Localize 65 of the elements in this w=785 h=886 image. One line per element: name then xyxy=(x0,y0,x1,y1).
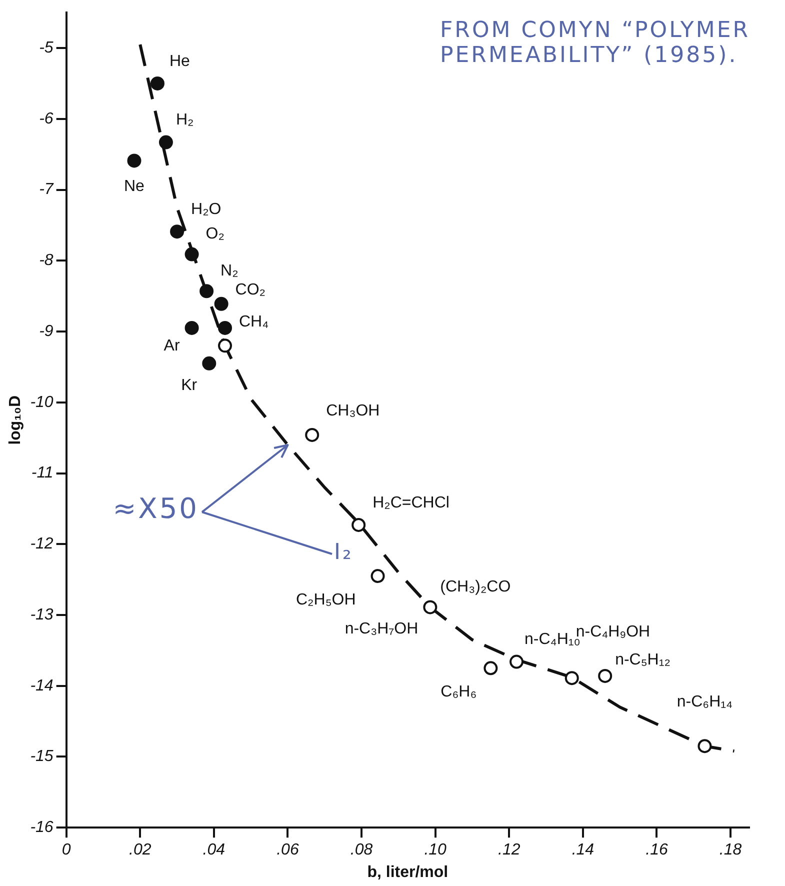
y-tick-label: -9 xyxy=(39,322,54,340)
annotation: (CH₃)₂CO xyxy=(440,578,511,596)
annotation: H₂ xyxy=(176,112,194,129)
annotation: He xyxy=(169,52,190,70)
point xyxy=(484,661,498,676)
point xyxy=(202,356,216,370)
x-tick-label: .14 xyxy=(572,842,594,859)
point xyxy=(214,296,228,311)
annotation: CH₄ xyxy=(239,313,269,330)
annotation: C₆H₆ xyxy=(440,684,477,701)
point xyxy=(218,320,232,335)
y-tick-label: -7 xyxy=(39,181,54,198)
point xyxy=(598,668,612,683)
y-tick-label: -10 xyxy=(30,394,54,411)
x-tick-label: .02 xyxy=(129,842,152,859)
annotation: N₂ xyxy=(220,262,238,280)
point xyxy=(370,569,385,584)
annotation: CO₂ xyxy=(235,281,266,298)
y-tick-label: -12 xyxy=(30,536,54,553)
annotation: H₂O xyxy=(191,200,222,218)
x-tick-label: .10 xyxy=(424,842,447,859)
y-tick-label: -16 xyxy=(30,819,54,836)
annotation: Kr xyxy=(181,376,198,394)
y-tick-label: -6 xyxy=(39,110,54,128)
annotation: ≈X50 xyxy=(112,492,199,525)
point xyxy=(158,135,173,150)
point xyxy=(184,247,199,262)
point xyxy=(423,600,438,614)
y-tick-label: -8 xyxy=(39,252,54,270)
annotation: I₂ xyxy=(334,540,354,565)
annotation: CH₃OH xyxy=(326,402,380,420)
y-axis-title: log₁₀D xyxy=(7,395,24,445)
point xyxy=(170,224,184,239)
annotation: C₂H₅OH xyxy=(296,591,356,608)
x-axis-title: b, liter/mol xyxy=(367,864,448,881)
annotation: Ne xyxy=(124,178,145,196)
point xyxy=(564,671,579,686)
annotation: O₂ xyxy=(206,226,224,243)
x-tick-label: .12 xyxy=(498,842,520,859)
y-tick-label: -14 xyxy=(30,677,54,694)
annotation: n-C₆H₁₄ xyxy=(676,694,733,711)
point xyxy=(510,654,524,669)
point xyxy=(127,154,142,168)
y-tick-label: -11 xyxy=(31,464,54,482)
x-tick-label: .06 xyxy=(276,842,299,859)
x-tick-label: .18 xyxy=(719,842,742,859)
annotation: H₂C=CHCl xyxy=(372,494,450,512)
y-tick-label: -5 xyxy=(39,39,54,56)
point xyxy=(218,338,232,353)
x-tick-label: 0 xyxy=(62,842,71,859)
point xyxy=(200,284,214,298)
point xyxy=(352,518,366,532)
x-tick-label: .04 xyxy=(202,842,226,859)
annotation: n-C₃H₇OH xyxy=(344,620,418,638)
point xyxy=(184,320,199,335)
point xyxy=(698,739,712,754)
annotation: n-C₅H₁₂ xyxy=(615,651,670,668)
annotation: Ar xyxy=(164,337,180,354)
x-tick-label: .16 xyxy=(646,842,668,859)
y-tick-label: -15 xyxy=(30,748,54,766)
annotation: FROM COMYN “POLYMER PERMEABILITY” (1985). xyxy=(440,18,752,68)
x-tick-label: .08 xyxy=(350,842,373,859)
point xyxy=(150,76,164,90)
y-tick-label: -13 xyxy=(30,606,54,624)
point xyxy=(305,428,320,442)
